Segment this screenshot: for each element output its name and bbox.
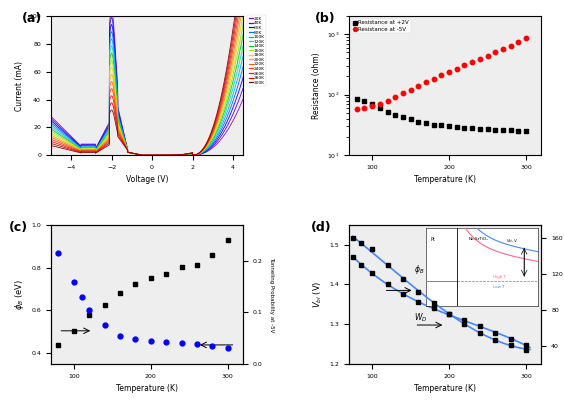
Resistance at +2V xyxy=(399,115,406,120)
Resistance at +2V xyxy=(446,124,452,129)
Line: Resistance at -5V: Resistance at -5V xyxy=(355,36,528,111)
Resistance at -5V xyxy=(500,46,506,51)
Text: (d): (d) xyxy=(311,221,331,234)
Resistance at -5V xyxy=(384,99,391,104)
Resistance at -5V xyxy=(361,106,368,110)
Text: (a): (a) xyxy=(22,12,42,25)
Resistance at -5V xyxy=(492,50,499,55)
Resistance at +2V xyxy=(384,110,391,114)
Text: (c): (c) xyxy=(8,221,28,234)
Resistance at +2V xyxy=(415,119,422,124)
Resistance at -5V xyxy=(369,104,376,109)
Resistance at +2V xyxy=(500,128,506,132)
Y-axis label: Tunneling Probability at -5V: Tunneling Probability at -5V xyxy=(269,257,274,332)
Resistance at +2V xyxy=(392,113,399,118)
Text: (b): (b) xyxy=(314,12,335,25)
Resistance at -5V xyxy=(407,88,414,92)
Resistance at -5V xyxy=(422,80,429,85)
Resistance at +2V xyxy=(361,99,368,104)
Resistance at +2V xyxy=(369,102,376,106)
Resistance at -5V xyxy=(523,36,530,40)
X-axis label: Voltage (V): Voltage (V) xyxy=(126,176,168,184)
Resistance at +2V xyxy=(430,122,437,127)
Legend: 20K, 40K, 60K, 80K, 100K, 120K, 140K, 160K, 180K, 200K, 220K, 240K, 260K, 280K, : 20K, 40K, 60K, 80K, 100K, 120K, 140K, 16… xyxy=(248,16,266,86)
Resistance at -5V xyxy=(461,63,468,68)
Line: Resistance at +2V: Resistance at +2V xyxy=(355,97,528,133)
X-axis label: Temperature (K): Temperature (K) xyxy=(414,384,476,393)
Resistance at +2V xyxy=(484,127,491,132)
Resistance at +2V xyxy=(353,96,360,101)
Resistance at +2V xyxy=(438,123,445,128)
Resistance at -5V xyxy=(353,107,360,112)
Resistance at +2V xyxy=(515,129,522,134)
Resistance at -5V xyxy=(469,60,475,64)
Text: $\phi_B$: $\phi_B$ xyxy=(415,263,425,276)
Y-axis label: Resistance (ohm): Resistance (ohm) xyxy=(312,52,321,119)
Y-axis label: $\phi_B$ (eV): $\phi_B$ (eV) xyxy=(12,279,25,310)
Resistance at +2V xyxy=(523,129,530,134)
Y-axis label: $W_D$ (nm): $W_D$ (nm) xyxy=(562,276,564,313)
Resistance at -5V xyxy=(376,102,383,106)
X-axis label: Temperature (K): Temperature (K) xyxy=(116,384,178,393)
Resistance at -5V xyxy=(399,91,406,96)
Resistance at -5V xyxy=(484,53,491,58)
Resistance at -5V xyxy=(515,39,522,44)
Resistance at -5V xyxy=(477,56,483,61)
Resistance at +2V xyxy=(422,121,429,126)
Legend: Resistance at +2V, Resistance at -5V: Resistance at +2V, Resistance at -5V xyxy=(352,19,411,33)
Resistance at +2V xyxy=(469,126,475,130)
Resistance at +2V xyxy=(376,106,383,110)
Y-axis label: $V_{bi}$ (V): $V_{bi}$ (V) xyxy=(311,281,324,308)
Resistance at +2V xyxy=(477,127,483,132)
Resistance at +2V xyxy=(507,128,514,132)
X-axis label: Temperature (K): Temperature (K) xyxy=(414,176,476,184)
Resistance at -5V xyxy=(430,76,437,81)
Resistance at -5V xyxy=(507,43,514,48)
Resistance at -5V xyxy=(392,95,399,100)
Resistance at +2V xyxy=(407,117,414,122)
Resistance at +2V xyxy=(453,125,460,130)
Resistance at -5V xyxy=(453,66,460,71)
Resistance at -5V xyxy=(415,84,422,88)
Resistance at -5V xyxy=(438,73,445,78)
Resistance at +2V xyxy=(492,128,499,132)
Y-axis label: Current (mA): Current (mA) xyxy=(15,61,24,111)
Text: $W_D$: $W_D$ xyxy=(415,312,428,324)
Resistance at +2V xyxy=(461,126,468,130)
Resistance at -5V xyxy=(446,69,452,74)
